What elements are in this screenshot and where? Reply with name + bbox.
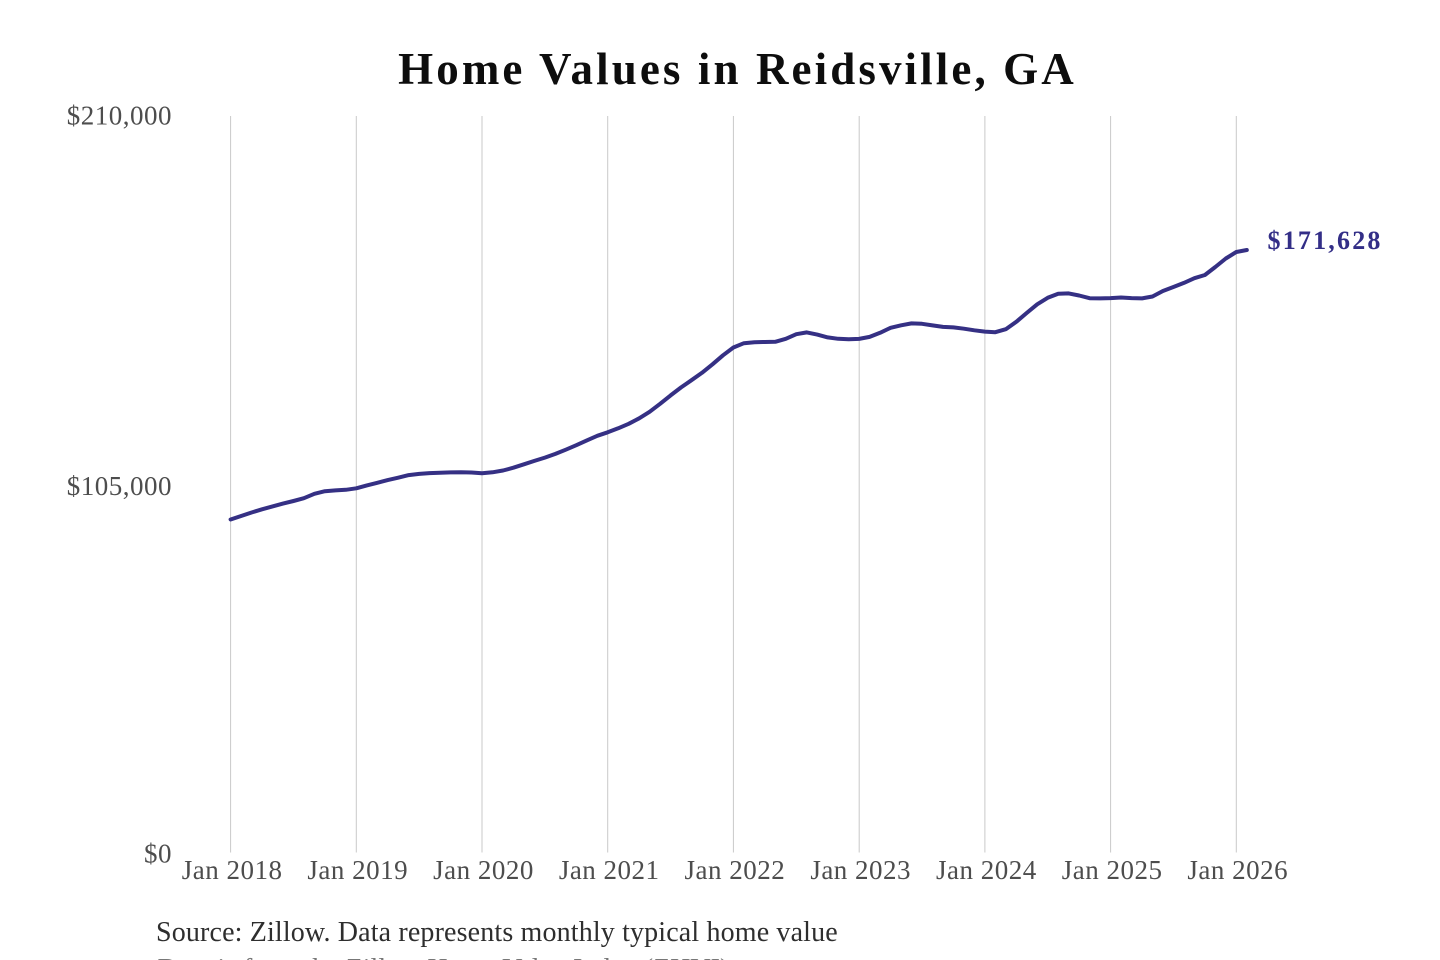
svg-text:Data is from the Zillow Home V: Data is from the Zillow Home Value Index… [158, 954, 737, 960]
svg-text:$210,000: $210,000 [67, 101, 172, 131]
svg-text:Jan 2018: Jan 2018 [182, 855, 283, 885]
svg-text:Jan 2022: Jan 2022 [685, 855, 786, 885]
svg-text:$0: $0 [144, 839, 172, 869]
svg-text:Jan 2021: Jan 2021 [559, 855, 660, 885]
svg-text:Jan 2019: Jan 2019 [307, 855, 408, 885]
svg-text:$105,000: $105,000 [67, 471, 172, 501]
svg-text:Home Values in Reidsville, GA: Home Values in Reidsville, GA [398, 44, 1077, 94]
svg-text:Jan 2024: Jan 2024 [936, 855, 1037, 885]
svg-text:Jan 2020: Jan 2020 [433, 855, 534, 885]
svg-text:Source: Zillow. Data represent: Source: Zillow. Data represents monthly … [156, 917, 838, 948]
svg-text:Jan 2026: Jan 2026 [1187, 855, 1288, 885]
svg-text:$171,628: $171,628 [1268, 226, 1383, 255]
svg-text:Jan 2025: Jan 2025 [1062, 855, 1163, 885]
svg-text:Jan 2023: Jan 2023 [810, 855, 911, 885]
